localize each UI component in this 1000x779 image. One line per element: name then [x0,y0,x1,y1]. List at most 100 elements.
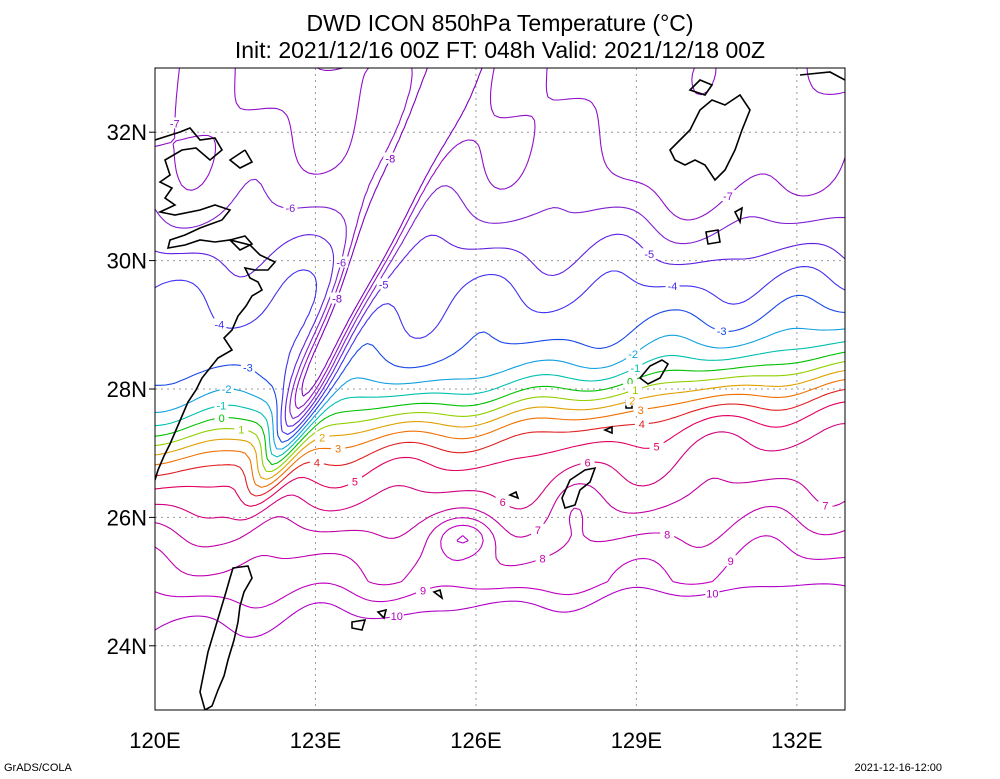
contour-label: -1 [630,363,640,375]
contour-label: -4 [214,319,224,331]
y-tick-label: 30N [107,249,147,274]
contour-line [155,294,845,443]
chart-subtitle: Init: 2021/12/16 00Z FT: 048h Valid: 202… [234,37,766,63]
contour-line [155,505,845,586]
contour-label: 4 [639,419,645,431]
contour-label-bg [167,117,182,129]
contour-label: -1 [216,401,226,413]
contour-line [155,361,845,473]
y-tick-label: 28N [107,377,147,402]
contour-line [155,266,845,435]
footer-timestamp: 2021-12-16-12:00 [854,762,942,774]
contour-label: -5 [379,279,389,291]
contour-label-bg [628,361,643,373]
contour-label: -3 [717,326,727,338]
contour-label-bg [389,610,404,622]
contour-line [301,68,483,397]
contour-label-bg [283,202,298,214]
contour-label-bg [234,423,249,435]
contour-line [155,401,845,507]
contour-line [155,524,845,609]
contour-label-bg [633,403,648,415]
contour-label: -6 [336,257,346,269]
contour-line [155,327,845,450]
contour-line [155,68,845,410]
contour-line [155,178,845,420]
contour-label-bg [580,456,595,468]
contour-line [155,351,845,466]
contour-line [155,423,845,521]
contour-label-bg [628,383,643,395]
contour-label-bg [309,456,324,468]
contour-label: -5 [644,249,654,261]
contour-line [155,369,845,480]
x-tick-label: 123E [290,728,341,753]
footer-credit: GrADS/COLA [4,762,72,774]
y-tick-label: 32N [107,120,147,145]
contour-label-bg [634,417,649,429]
contour-label-bg [330,292,345,304]
contour-label: 6 [585,458,591,470]
contour-value-labels: -8-8-7-7-6-6-5-5-4-4-3-3-2-2-1-100112233… [167,117,833,623]
contour-label-bg [212,318,227,330]
contour-label: 2 [629,396,635,408]
contour-label: 6 [500,497,506,509]
contour-label: 7 [822,500,828,512]
contour-label-bg [495,496,510,508]
contour-label: 1 [632,385,638,397]
contour-label-bg [219,383,234,395]
contour-label: 8 [664,529,670,541]
contour-label-bg [705,587,720,599]
contour-label-bg [625,394,640,406]
contour-label: 2 [319,432,325,444]
contour-label: -6 [285,203,295,215]
coastline [155,71,845,710]
contour-label: -2 [628,349,638,361]
contour-label-bg [714,324,729,336]
contour-label: 4 [314,458,320,470]
contour-label-bg [623,375,638,387]
contour-label: 0 [219,413,225,425]
contour-label-bg [214,411,229,423]
contour-label: 9 [728,556,734,568]
contour-label: 5 [352,476,358,488]
contour-label-bg [334,256,349,268]
y-tick-label: 26N [107,505,147,530]
contour-label: 5 [654,441,660,453]
contour-label-bg [720,190,735,202]
contour-line [155,388,845,497]
contour-label-bg [315,431,330,443]
contour-label: -4 [668,281,678,293]
contour-label-bg [383,152,398,164]
chart-title: DWD ICON 850hPa Temperature (°C) [306,10,694,36]
contour-label: 7 [535,525,541,537]
contour-label-bg [642,248,657,260]
contour-line [155,379,845,488]
x-tick-label: 132E [771,728,822,753]
y-tick-label: 24N [107,634,147,659]
contour-line [155,477,845,548]
contour-label: -2 [222,384,232,396]
contour-label-bg [535,552,550,564]
contour-label: -3 [243,363,253,375]
contour-label-bg [818,499,833,511]
contour-label-bg [214,399,229,411]
x-tick-label: 129E [611,728,662,753]
contour-label: -7 [170,118,180,130]
contour-label: 8 [539,553,545,565]
contour-label-bg [347,475,362,487]
x-tick-label: 120E [129,728,180,753]
contour-label-bg [376,278,391,290]
contour-label: 9 [420,586,426,598]
contour-label: -8 [385,153,395,165]
contour-line [155,535,845,638]
contour-label-bg [240,361,255,373]
contour-label: 10 [706,588,718,600]
contour-label: 3 [335,444,341,456]
contour-label-bg [723,555,738,567]
contour-label-bg [665,280,680,292]
x-tick-label: 126E [450,728,501,753]
contour-label-bg [416,584,431,596]
contour-label-bg [660,528,675,540]
